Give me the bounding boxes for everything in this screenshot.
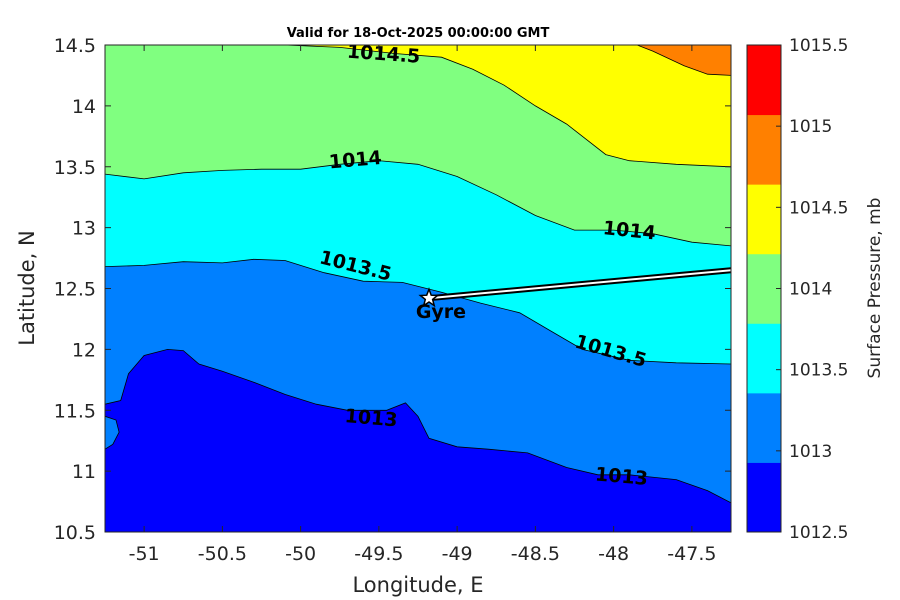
colorbar-tick-label: 1015 — [789, 117, 832, 137]
y-tick-label: 13.5 — [54, 157, 96, 179]
x-tick-label: -48 — [598, 543, 629, 565]
contour-line-1013 — [105, 348, 731, 504]
colorbar-tick-label: 1013 — [789, 442, 832, 462]
colorbar-swatch — [747, 45, 781, 116]
contour-line-1013.5 — [105, 258, 731, 365]
y-tick-label: 14.5 — [54, 35, 96, 57]
colorbar-label: Surface Pressure, mb — [865, 198, 885, 379]
storm-label: Gyre — [416, 301, 466, 323]
x-tick-label: -51 — [129, 543, 160, 565]
colorbar-tick-label: 1013.5 — [789, 361, 848, 381]
y-tick-label: 10.5 — [54, 522, 96, 544]
colorbar-swatch — [747, 114, 781, 185]
track-line — [428, 269, 731, 300]
x-tick-label: -50.5 — [198, 543, 247, 565]
contour-lobe — [105, 415, 120, 450]
x-tick-label: -49 — [442, 543, 473, 565]
contour-label: 1014 — [602, 217, 657, 244]
y-tick-label: 11 — [72, 461, 96, 483]
x-tick-label: -48.5 — [511, 543, 560, 565]
contour-line-1015 — [636, 45, 731, 76]
chart-title: Valid for 18-Oct-2025 00:00:00 GMT — [287, 26, 550, 41]
colorbar-tick-label: 1015.5 — [789, 36, 848, 56]
x-tick-label: -49.5 — [354, 543, 403, 565]
colorbar-tick-label: 1014 — [789, 280, 832, 300]
colorbar-tick-label: 1012.5 — [789, 523, 848, 543]
contour-line-1014.5 — [284, 45, 731, 168]
axes: -51 -50.5 -50 -49.5 -49 -48.5 -48 -47.5 10.5 11 11… — [54, 35, 732, 565]
x-tick-label: -50 — [285, 543, 316, 565]
colorbar-swatch — [747, 323, 781, 394]
y-tick-label: 11.5 — [54, 400, 96, 422]
y-axis-label: Latitude, N — [15, 230, 39, 346]
contour-label: 1014.5 — [346, 41, 421, 68]
x-axis-label: Longitude, E — [352, 573, 483, 597]
y-tick-label: 14 — [72, 96, 96, 118]
contour-label: 1013 — [594, 463, 649, 490]
colorbar-swatch — [747, 462, 781, 533]
colorbar-swatch — [747, 184, 781, 255]
colorbar-swatch — [747, 392, 781, 463]
contour-label: 1014 — [328, 147, 383, 174]
contour-label: 1013 — [344, 405, 399, 432]
fill-band-1014.5 — [285, 45, 731, 167]
colorbar-tick-label: 1014.5 — [789, 198, 848, 218]
fill-band-1015 — [637, 45, 731, 76]
contour-line-1014 — [105, 160, 731, 247]
y-tick-label: 13 — [72, 218, 96, 240]
colorbar-swatch — [747, 253, 781, 324]
y-tick-label: 12.5 — [54, 279, 96, 301]
x-tick-label: -47.5 — [667, 543, 716, 565]
storm-marker-icon — [418, 287, 440, 308]
colorbar: 1012.5 1013 1013.5 1014 1014.5 1015 1015.5 — [746, 36, 848, 543]
y-tick-label: 12 — [72, 339, 96, 361]
